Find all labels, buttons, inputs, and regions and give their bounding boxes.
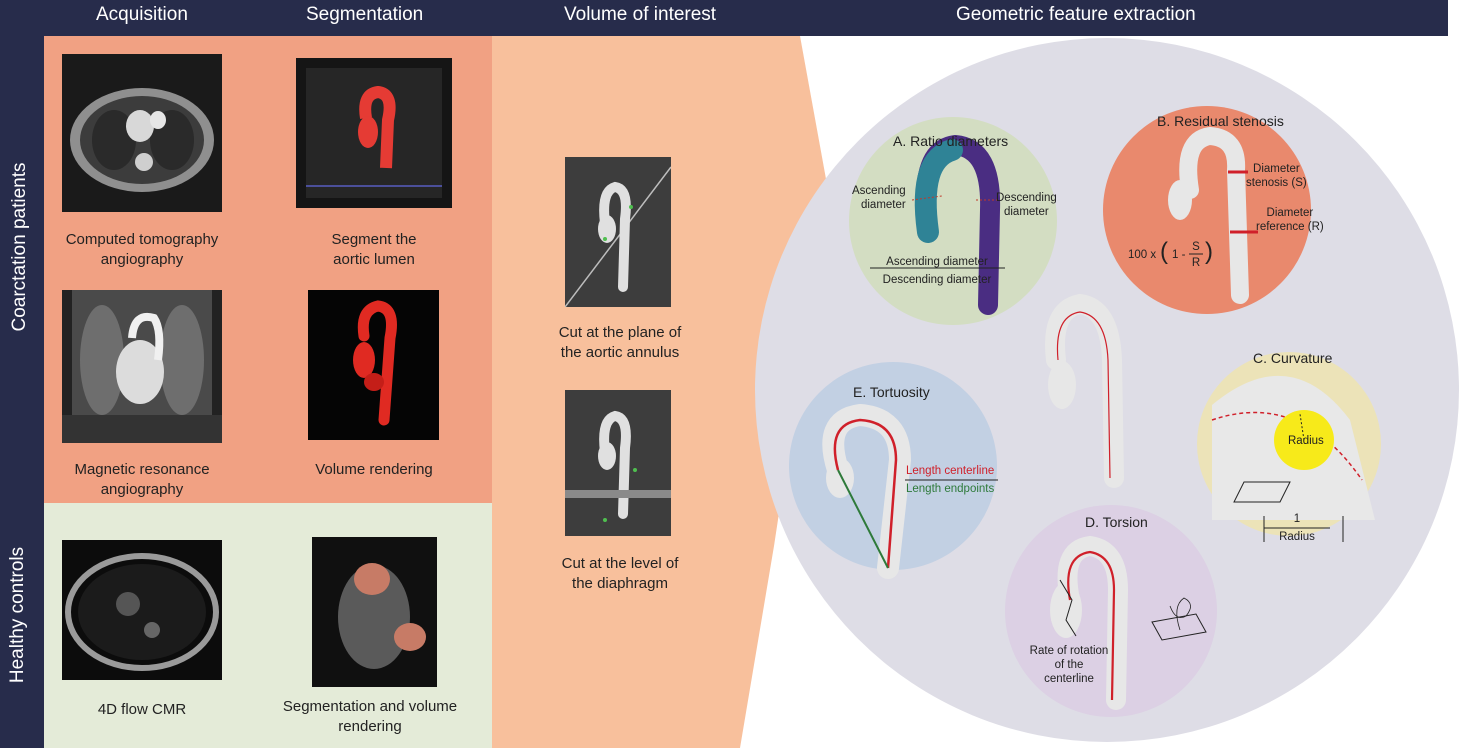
- flow-cmr-caption: 4D flow CMR: [97, 701, 187, 718]
- row-label-bar: [0, 36, 44, 748]
- header-geometric-feature-extraction: Geometric feature extraction: [956, 4, 1196, 25]
- header-acquisition: Acquisition: [96, 4, 188, 25]
- tortuosity-centerline: [833, 418, 898, 569]
- flow-cmr-image: [62, 540, 222, 680]
- stenosis-circle: [1103, 106, 1311, 314]
- tortuosity-centerline-label: Length centerline: [906, 465, 995, 477]
- ratio-title: A. Ratio diameters: [893, 133, 1009, 149]
- ratio-ascending-label: Ascending diameter: [852, 185, 906, 211]
- tortuosity-endpoints-label: Length endpoints: [906, 483, 995, 495]
- ratio-circle: [849, 117, 1057, 325]
- central-centerline: [1056, 311, 1111, 479]
- mra-caption: Magnetic resonance angiography: [74, 461, 210, 498]
- central-aorta: [1045, 293, 1124, 488]
- curvature-title: C. Curvature: [1253, 350, 1333, 366]
- mra-image: [62, 290, 222, 443]
- segvr-caption: Segmentation and volume rendering: [282, 698, 458, 735]
- tortuosity-aorta: [822, 403, 912, 579]
- cut-diaphragm-caption: Cut at the level of the diaphragm: [561, 555, 679, 592]
- torsion-rate-label: Rate of rotation of the centerline: [1029, 645, 1109, 685]
- torsion-title: D. Torsion: [1085, 514, 1148, 530]
- cta-caption: Computed tomography angiography: [65, 231, 219, 268]
- tortuosity-title: E. Tortuosity: [853, 384, 930, 400]
- segvr-image: [312, 537, 437, 687]
- cta-image: [62, 54, 222, 212]
- stenosis-close-paren: ): [1205, 238, 1213, 265]
- stenosis-formula-prefix: 100 x: [1128, 249, 1157, 261]
- stenosis-diameter-label: Diameter stenosis (S): [1246, 163, 1307, 189]
- ratio-ascending-segment: [914, 139, 963, 243]
- segment-aorta-image: [296, 58, 452, 208]
- reference-diameter-label: Diameter reference (R): [1256, 207, 1324, 233]
- cut-annulus-caption: Cut at the plane of the aortic annulus: [558, 324, 682, 361]
- tortuosity-endpoint-line: [837, 469, 889, 569]
- stenosis-formula-denominator: R: [1191, 257, 1201, 269]
- header-bar: Acquisition Segmentation Volume of inter…: [0, 0, 1448, 36]
- ratio-fraction-numerator: Ascending diameter: [886, 256, 988, 268]
- stenosis-formula-numerator: S: [1192, 241, 1200, 253]
- ratio-fraction-denominator: Descending diameter: [882, 274, 992, 286]
- stenosis-aorta: [1179, 126, 1249, 304]
- curvature-fraction-numerator: 1: [1293, 513, 1301, 525]
- cut-diaphragm-image: [565, 390, 671, 536]
- stenosis-title: B. Residual stenosis: [1157, 113, 1284, 129]
- stenosis-formula-one: 1 -: [1172, 249, 1186, 261]
- ratio-descending-label: Descending diameter: [996, 192, 1057, 218]
- cut-annulus-image: [565, 157, 671, 307]
- curvature-radius-label: Radius: [1288, 435, 1324, 447]
- header-segmentation: Segmentation: [306, 4, 424, 25]
- volume-rendering-image: [308, 290, 439, 440]
- curvature-fraction-denominator: Radius: [1279, 531, 1315, 543]
- torsion-centerline: [1067, 550, 1116, 701]
- volume-rendering-caption: Volume rendering: [315, 461, 433, 478]
- stenosis-open-paren: (: [1160, 238, 1168, 265]
- segment-caption: Segment the aortic lumen: [331, 231, 417, 268]
- header-volume-of-interest: Volume of interest: [564, 4, 717, 25]
